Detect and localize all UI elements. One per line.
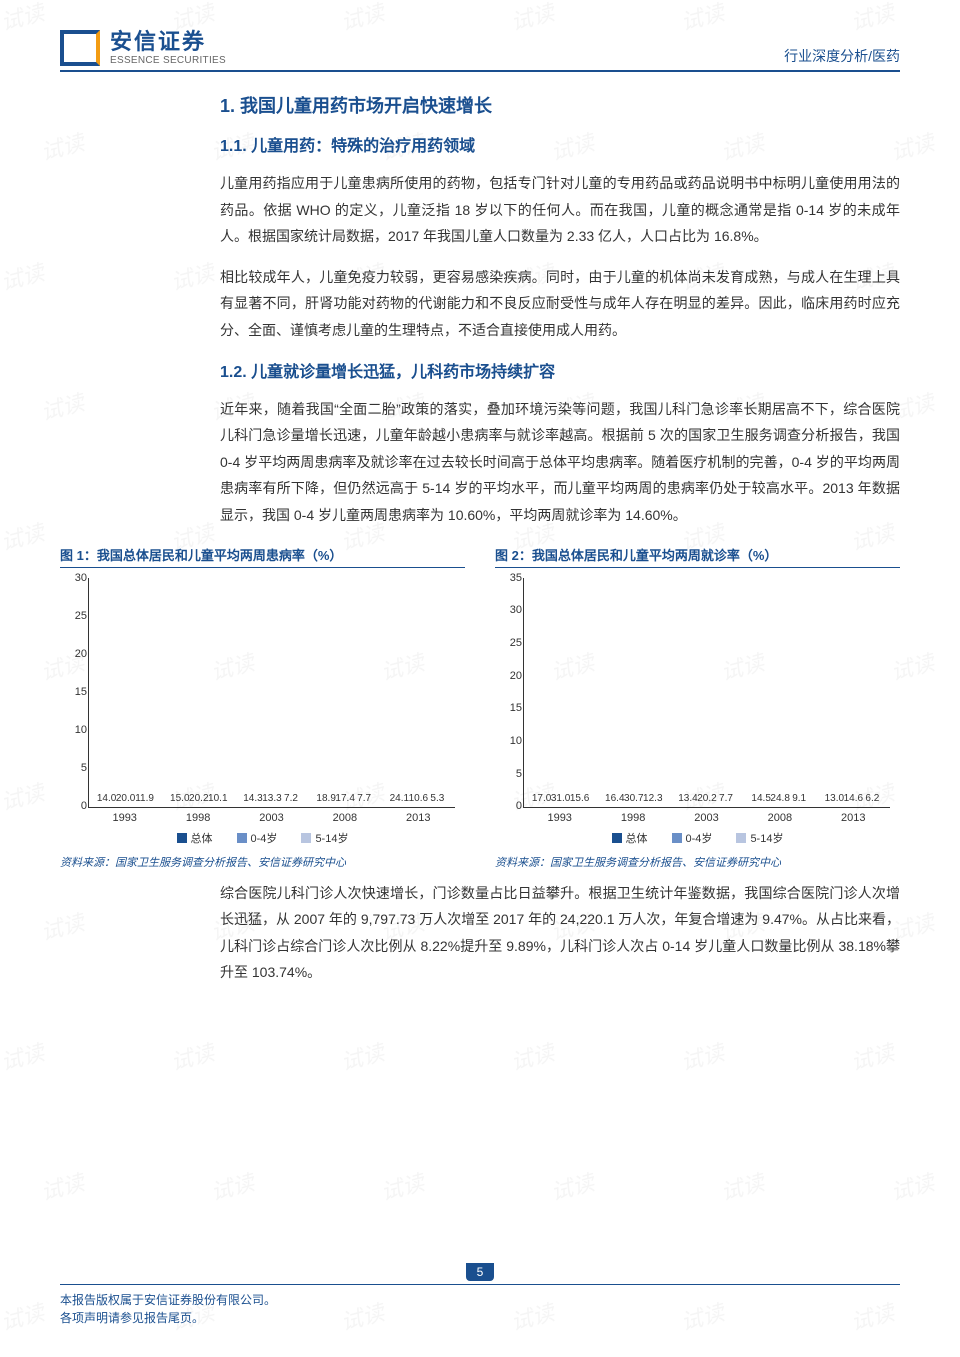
x-tick: 2013 [841, 812, 865, 824]
legend-swatch-icon [301, 833, 311, 843]
logo-cn: 安信证券 [110, 30, 226, 54]
x-tick: 2008 [768, 812, 792, 824]
y-tick: 5 [498, 768, 522, 780]
section-1-heading: 1. 我国儿童用药市场开启快速增长 [220, 92, 900, 118]
bar-value-label: 20.2 [189, 793, 208, 804]
bar-value-label: 6.2 [865, 793, 879, 804]
y-tick: 15 [498, 702, 522, 714]
y-tick: 0 [63, 800, 87, 812]
legend-item: 0-4岁 [237, 830, 278, 846]
logo: 安信证券 ESSENCE SECURITIES [60, 30, 226, 66]
legend-item: 总体 [177, 830, 213, 846]
bar-value-label: 7.2 [284, 793, 298, 804]
y-tick: 20 [63, 648, 87, 660]
paragraph: 综合医院儿科门诊人次快速增长，门诊数量占比日益攀升。根据卫生统计年鉴数据，我国综… [220, 880, 900, 986]
bar-value-label: 14.6 [844, 793, 863, 804]
bar-value-label: 14.3 [243, 793, 262, 804]
y-tick: 0 [498, 800, 522, 812]
legend-swatch-icon [672, 833, 682, 843]
chart-2-source: 资料来源：国家卫生服务调查分析报告、安信证券研究中心 [495, 854, 900, 870]
x-tick: 2013 [406, 812, 430, 824]
bar-value-label: 20.2 [697, 793, 716, 804]
legend-item: 5-14岁 [301, 830, 348, 846]
y-tick: 25 [63, 610, 87, 622]
bar-value-label: 7.7 [719, 793, 733, 804]
legend-label: 总体 [191, 830, 213, 846]
chart-1-source: 资料来源：国家卫生服务调查分析报告、安信证券研究中心 [60, 854, 465, 870]
page-footer: 5 本报告版权属于安信证券股份有限公司。 各项声明请参见报告尾页。 [60, 1284, 900, 1327]
chart-2-title: 图 2：我国总体居民和儿童平均两周就诊率（%） [495, 545, 900, 568]
x-tick: 1998 [621, 812, 645, 824]
x-tick: 2008 [333, 812, 357, 824]
doc-type: 行业深度分析/医药 [784, 46, 900, 66]
legend-swatch-icon [237, 833, 247, 843]
bar-value-label: 17.0 [532, 793, 551, 804]
bar-value-label: 24.1 [390, 793, 409, 804]
logo-mark-icon [60, 30, 100, 66]
bar-value-label: 14.5 [751, 793, 770, 804]
page-number: 5 [466, 1263, 494, 1281]
chart-1: 图 1：我国总体居民和儿童平均两周患病率（%） 0 5 10 15 20 25 30 14.… [60, 545, 465, 870]
bar-value-label: 17.4 [335, 793, 354, 804]
bar-value-label: 24.8 [770, 793, 789, 804]
legend-item: 总体 [612, 830, 648, 846]
y-tick: 20 [498, 670, 522, 682]
x-tick: 1998 [186, 812, 210, 824]
legend-label: 5-14岁 [315, 830, 348, 846]
bar-value-label: 11.9 [135, 793, 154, 804]
footer-line-2: 各项声明请参见报告尾页。 [60, 1309, 276, 1327]
legend-item: 5-14岁 [736, 830, 783, 846]
legend-label: 0-4岁 [251, 830, 278, 846]
bar-value-label: 15.0 [170, 793, 189, 804]
chart-2: 图 2：我国总体居民和儿童平均两周就诊率（%） 0 5 10 15 20 25 30 35 1… [495, 545, 900, 870]
bar-value-label: 18.9 [316, 793, 335, 804]
legend-swatch-icon [612, 833, 622, 843]
y-tick: 30 [498, 604, 522, 616]
bar-value-label: 7.7 [357, 793, 371, 804]
bar-value-label: 20.0 [116, 793, 135, 804]
legend-label: 0-4岁 [686, 830, 713, 846]
paragraph: 相比较成年人，儿童免疫力较弱，更容易感染疾病。同时，由于儿童的机体尚未发育成熟，… [220, 264, 900, 344]
bar-value-label: 13.0 [825, 793, 844, 804]
y-tick: 15 [63, 686, 87, 698]
y-tick: 5 [63, 762, 87, 774]
bar-value-label: 30.7 [624, 793, 643, 804]
legend-label: 总体 [626, 830, 648, 846]
section-1-2-heading: 1.2. 儿童就诊量增长迅猛，儿科药市场持续扩容 [220, 358, 900, 382]
y-tick: 35 [498, 572, 522, 584]
bar-value-label: 14.0 [97, 793, 116, 804]
x-tick: 2003 [694, 812, 718, 824]
section-1-1-heading: 1.1. 儿童用药：特殊的治疗用药领域 [220, 132, 900, 156]
bar-value-label: 15.6 [570, 793, 589, 804]
x-tick: 2003 [259, 812, 283, 824]
logo-en: ESSENCE SECURITIES [110, 55, 226, 66]
bar-value-label: 5.3 [430, 793, 444, 804]
paragraph: 近年来，随着我国“全面二胎”政策的落实，叠加环境污染等问题，我国儿科门急诊率长期… [220, 396, 900, 529]
legend-swatch-icon [736, 833, 746, 843]
y-tick: 10 [63, 724, 87, 736]
bar-value-label: 10.1 [208, 793, 227, 804]
chart-1-title: 图 1：我国总体居民和儿童平均两周患病率（%） [60, 545, 465, 568]
bar-value-label: 13.4 [678, 793, 697, 804]
bar-value-label: 13.3 [262, 793, 281, 804]
bar-value-label: 9.1 [792, 793, 806, 804]
legend-swatch-icon [177, 833, 187, 843]
x-tick: 1993 [112, 812, 136, 824]
legend-item: 0-4岁 [672, 830, 713, 846]
bar-value-label: 16.4 [605, 793, 624, 804]
y-tick: 10 [498, 735, 522, 747]
legend-label: 5-14岁 [750, 830, 783, 846]
footer-line-1: 本报告版权属于安信证券股份有限公司。 [60, 1291, 276, 1309]
bar-value-label: 31.0 [551, 793, 570, 804]
bar-value-label: 12.3 [643, 793, 662, 804]
bar-value-label: 10.6 [409, 793, 428, 804]
page-header: 安信证券 ESSENCE SECURITIES 行业深度分析/医药 [60, 30, 900, 72]
paragraph: 儿童用药指应用于儿童患病所使用的药物，包括专门针对儿童的专用药品或药品说明书中标… [220, 170, 900, 250]
main-content: 1. 我国儿童用药市场开启快速增长 1.1. 儿童用药：特殊的治疗用药领域 儿童… [60, 92, 900, 986]
y-tick: 25 [498, 637, 522, 649]
x-tick: 1993 [547, 812, 571, 824]
y-tick: 30 [63, 572, 87, 584]
charts-row: 图 1：我国总体居民和儿童平均两周患病率（%） 0 5 10 15 20 25 30 14.… [60, 545, 900, 870]
